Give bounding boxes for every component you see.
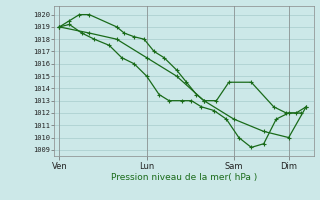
X-axis label: Pression niveau de la mer( hPa ): Pression niveau de la mer( hPa ) bbox=[111, 173, 257, 182]
